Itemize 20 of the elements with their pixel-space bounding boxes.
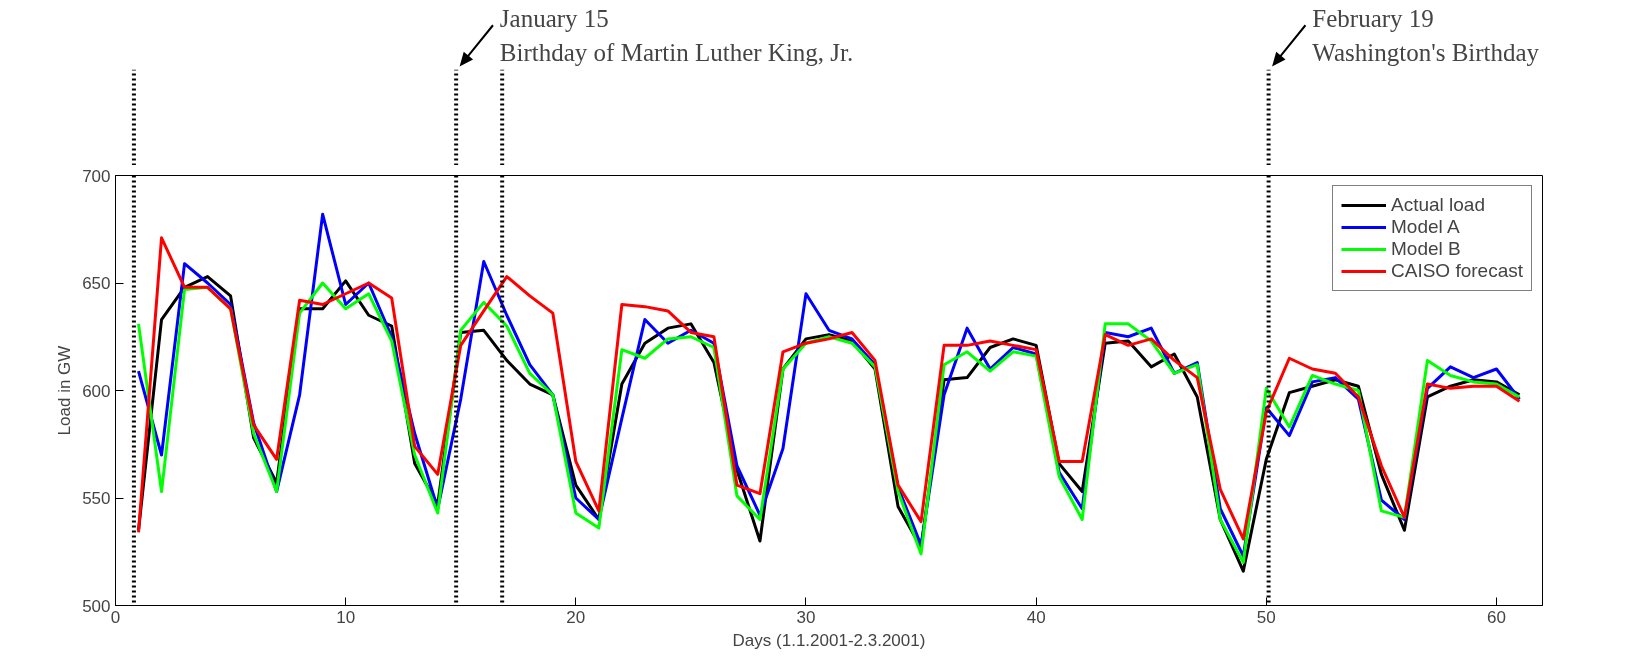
legend-label: January 15 Birthday of Martin Luther King, Jr. (499, 5, 854, 67)
y-tick-label: 600 (82, 381, 111, 401)
y-tick-label: 550 (82, 489, 111, 508)
x-tick-label: 30 (796, 607, 816, 627)
legend-label: Model A (1391, 216, 1460, 238)
y-axis-title: Load in GW (55, 345, 75, 436)
y-tick-label: 500 (82, 596, 111, 616)
x-tick-label: 50 (1256, 607, 1276, 627)
x-tick-label: 40 (1026, 607, 1046, 627)
y-tick-label: 650 (82, 274, 111, 293)
legend-label: CAISO forecast (1391, 260, 1523, 282)
legend-label: Actual load (1391, 194, 1486, 216)
legend-label: February 19 Washington's Birthday (1312, 5, 1540, 67)
x-tick-label: 20 (566, 607, 586, 627)
legend-label: Model B (1391, 238, 1461, 260)
x-axis-title: Days (1.1.2001-2.3.2001) (732, 630, 926, 650)
x-tick-label: 60 (1487, 607, 1506, 627)
x-tick-label: 10 (336, 607, 356, 627)
y-tick-label: 700 (82, 166, 111, 186)
x-tick-label: 0 (110, 607, 121, 627)
